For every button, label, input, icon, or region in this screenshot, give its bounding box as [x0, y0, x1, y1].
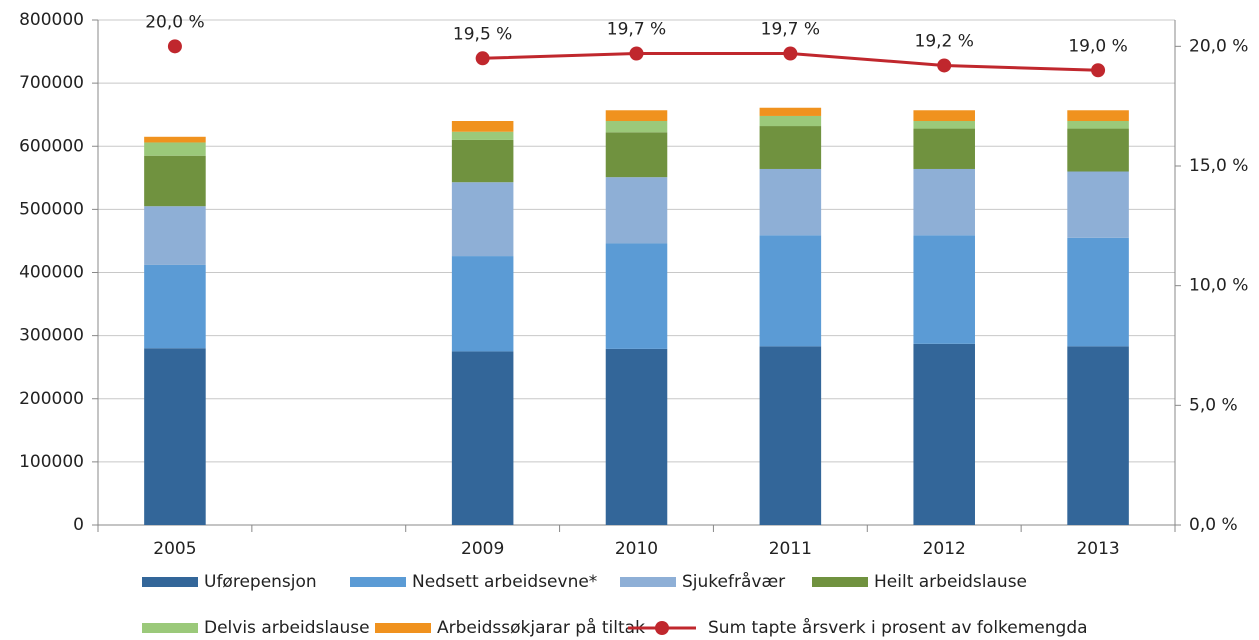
data-label: 19,5 %	[453, 24, 512, 44]
bar-segment	[1067, 110, 1129, 121]
y-tick-label: 200000	[19, 389, 84, 409]
legend-swatch	[142, 577, 198, 587]
data-label: 19,2 %	[915, 31, 974, 51]
bar-segment	[144, 206, 206, 265]
y-tick-label: 300000	[19, 326, 84, 346]
legend-swatch	[812, 577, 868, 587]
data-label: 19,0 %	[1068, 36, 1127, 56]
data-label: 19,7 %	[607, 20, 666, 40]
bar-segment	[1067, 171, 1129, 238]
x-tick-label: 2005	[153, 539, 196, 559]
bar-segment	[605, 121, 668, 133]
bar-segment	[1067, 121, 1129, 129]
legend-swatch	[375, 623, 431, 633]
bar-segment	[1067, 237, 1129, 347]
bar-segment	[913, 110, 975, 121]
line-point	[475, 51, 490, 66]
y2-tick-label: 0,0 %	[1189, 515, 1238, 535]
y2-tick-label: 15,0 %	[1189, 156, 1248, 176]
y-tick-label: 0	[73, 515, 84, 535]
bar-segment	[1067, 128, 1129, 172]
bar-segment	[913, 235, 975, 344]
bar-segment	[605, 132, 668, 178]
bar-segment	[451, 121, 514, 132]
bar-segment	[913, 128, 975, 169]
legend-label: Arbeidssøkjarar på tiltak	[437, 617, 645, 638]
line-point	[629, 46, 644, 61]
x-tick-label: 2013	[1076, 539, 1119, 559]
bar-segment	[144, 348, 206, 525]
legend-marker	[655, 621, 669, 635]
y-tick-label: 700000	[19, 73, 84, 93]
x-tick-label: 2012	[923, 539, 966, 559]
legend-label: Sjukefråvær	[682, 571, 785, 592]
y-tick-label: 400000	[19, 263, 84, 283]
bar-segment	[913, 343, 975, 525]
bar-segment	[451, 131, 514, 140]
y2-tick-label: 20,0 %	[1189, 36, 1248, 56]
y-tick-label: 600000	[19, 136, 84, 156]
bar-segment	[144, 264, 206, 349]
bar-segment	[451, 351, 514, 525]
y-tick-label: 100000	[19, 452, 84, 472]
bar-segment	[144, 136, 206, 143]
line-point	[167, 39, 182, 54]
y-tick-label: 800000	[19, 10, 84, 30]
line-point	[937, 58, 952, 73]
legend-label: Sum tapte årsverk i prosent av folkemeng…	[708, 617, 1088, 638]
line-point	[783, 46, 798, 61]
bar-segment	[605, 177, 668, 244]
legend-swatch	[142, 623, 198, 633]
bar-segment	[605, 243, 668, 349]
data-label: 20,0 %	[145, 12, 204, 32]
y2-tick-label: 10,0 %	[1189, 276, 1248, 296]
bar-segment	[759, 126, 822, 169]
bar-segment	[451, 182, 514, 257]
legend-label: Uførepensjon	[204, 572, 317, 592]
legend-swatch	[350, 577, 406, 587]
bar-segment	[759, 235, 822, 347]
legend-label: Delvis arbeidslause	[204, 618, 370, 638]
bar-segment	[759, 168, 822, 236]
bar-segment	[144, 155, 206, 207]
x-tick-label: 2011	[769, 539, 812, 559]
bar-segment	[451, 256, 514, 352]
bar-segment	[451, 139, 514, 183]
y-tick-label: 500000	[19, 199, 84, 219]
data-label: 19,7 %	[761, 20, 820, 40]
bar-segment	[1067, 346, 1129, 525]
bar-segment	[605, 348, 668, 525]
bar-segment	[759, 107, 822, 116]
x-tick-label: 2010	[615, 539, 658, 559]
bar-segment	[759, 115, 822, 127]
bar-segment	[913, 168, 975, 236]
legend-swatch	[620, 577, 676, 587]
bar-segment	[759, 346, 822, 525]
y2-tick-label: 5,0 %	[1189, 395, 1238, 415]
legend-label: Heilt arbeidslause	[874, 572, 1027, 592]
bar-segment	[144, 142, 206, 156]
bar-segment	[605, 110, 668, 121]
line-point	[1091, 63, 1106, 78]
x-tick-label: 2009	[461, 539, 504, 559]
legend-label: Nedsett arbeidsevne*	[412, 572, 597, 592]
bar-segment	[913, 121, 975, 129]
